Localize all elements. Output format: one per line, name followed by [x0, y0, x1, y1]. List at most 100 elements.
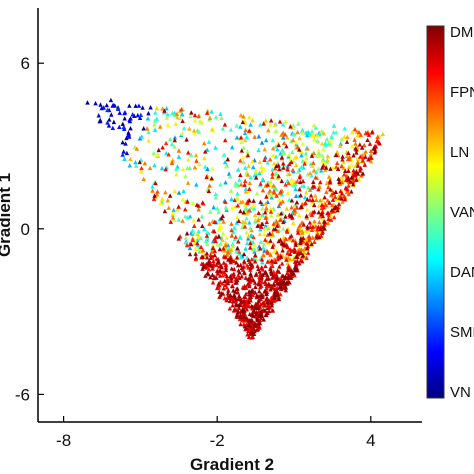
scatter-point — [133, 163, 139, 168]
scatter-point — [326, 174, 332, 179]
scatter-point — [150, 188, 155, 193]
scatter-point — [293, 181, 298, 187]
scatter-point — [196, 217, 201, 222]
scatter-point — [270, 285, 275, 290]
scatter-point — [183, 235, 189, 240]
scatter-point — [180, 218, 185, 223]
scatter-point — [150, 184, 155, 189]
scatter-point — [299, 183, 305, 189]
scatter-point — [210, 245, 216, 250]
scatter-point — [333, 189, 339, 195]
scatter-point — [245, 172, 251, 177]
scatter-point — [154, 105, 160, 111]
scatter-point — [293, 254, 299, 259]
scatter-point — [234, 260, 239, 265]
scatter-point — [250, 247, 255, 252]
scatter-point — [232, 197, 237, 203]
scatter-point — [127, 103, 132, 108]
scatter-point — [300, 230, 305, 235]
scatter-point — [165, 197, 170, 203]
scatter-point — [255, 326, 261, 332]
scatter-point — [300, 141, 306, 146]
scatter-point — [335, 160, 340, 166]
scatter-point — [259, 257, 265, 262]
scatter-point — [183, 206, 188, 212]
scatter-point — [328, 166, 333, 171]
scatter-point — [259, 294, 264, 299]
scatter-point — [236, 305, 242, 310]
scatter-point — [201, 261, 206, 266]
scatter-point — [192, 112, 198, 118]
scatter-point — [239, 139, 244, 145]
scatter-point — [345, 156, 351, 162]
scatter-point — [152, 193, 157, 198]
scatter-point — [253, 217, 258, 223]
scatter-point — [267, 157, 273, 162]
scatter-point — [334, 130, 339, 135]
scatter-point — [251, 234, 256, 240]
scatter-point — [315, 138, 321, 144]
scatter-point — [252, 259, 258, 264]
scatter-point — [270, 171, 275, 176]
scatter-point — [341, 159, 346, 165]
scatter-point — [323, 202, 328, 207]
scatter-point — [329, 207, 335, 213]
scatter-point — [256, 299, 261, 304]
scatter-point — [184, 242, 190, 248]
scatter-point — [271, 221, 276, 226]
scatter-point — [180, 167, 186, 172]
scatter-point — [314, 169, 319, 175]
scatter-point — [206, 185, 211, 190]
scatter-point — [196, 234, 201, 240]
scatter-point — [259, 221, 265, 227]
scatter-point — [325, 198, 330, 203]
scatter-point — [190, 200, 196, 206]
scatter-point — [203, 164, 208, 169]
scatter-point — [235, 167, 241, 172]
scatter-point — [233, 183, 238, 188]
scatter-point — [344, 139, 350, 144]
scatter-point — [236, 302, 242, 307]
scatter-point — [268, 238, 273, 243]
scatter-point — [305, 229, 311, 234]
scatter-point — [230, 303, 235, 308]
scatter-point — [274, 187, 279, 192]
scatter-point — [242, 323, 248, 329]
scatter-point — [170, 210, 176, 216]
scatter-point — [326, 216, 331, 221]
scatter-point — [146, 110, 151, 116]
scatter-point — [105, 120, 110, 125]
scatter-point — [291, 271, 296, 276]
scatter-point — [175, 115, 180, 120]
scatter-point — [216, 258, 221, 264]
scatter-point — [155, 189, 160, 194]
scatter-point — [327, 200, 332, 205]
scatter-point — [310, 183, 316, 189]
scatter-point — [267, 231, 273, 236]
scatter-point — [290, 149, 295, 155]
scatter-point — [205, 270, 210, 276]
scatter-point — [260, 177, 265, 182]
scatter-point — [279, 261, 285, 266]
scatter-point — [263, 215, 268, 220]
scatter-point — [281, 140, 287, 146]
scatter-point — [353, 141, 358, 146]
scatter-point — [135, 112, 141, 118]
scatter-point — [199, 214, 205, 219]
scatter-point — [277, 166, 282, 172]
x-axis-label: Gradient 2 — [190, 455, 274, 474]
scatter-point — [256, 323, 262, 328]
scatter-point — [152, 162, 157, 168]
scatter-point — [312, 202, 317, 208]
scatter-point — [209, 175, 214, 181]
scatter-point — [368, 148, 374, 153]
scatter-point — [192, 165, 198, 170]
scatter-point — [344, 189, 350, 195]
scatter-point — [228, 295, 233, 300]
scatter-point — [257, 285, 263, 290]
scatter-point — [130, 112, 135, 117]
scatter-point — [195, 231, 200, 237]
scatter-point — [109, 112, 114, 117]
scatter-point — [235, 245, 240, 251]
scatter-point — [249, 328, 254, 334]
